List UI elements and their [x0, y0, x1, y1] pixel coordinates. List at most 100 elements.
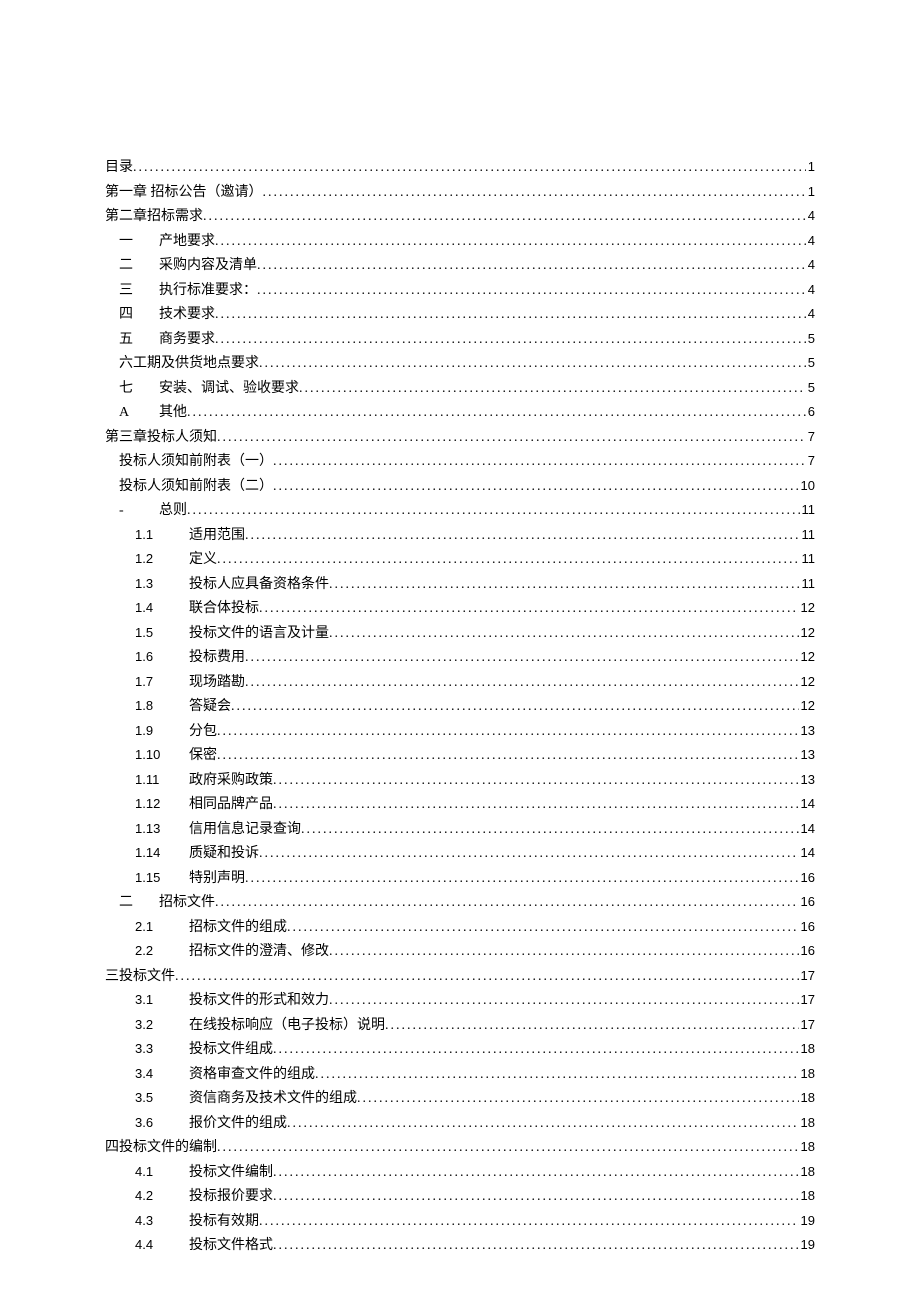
- toc-leader-dots: [259, 352, 806, 376]
- toc-label: 1.1适用范围: [135, 523, 245, 548]
- toc-entry: 六工期及供货地点要求 5: [105, 351, 815, 376]
- toc-text: 投标人须知前附表（一）: [119, 454, 273, 469]
- toc-page-number: 6: [806, 400, 815, 424]
- toc-entry: A其他6: [105, 400, 815, 425]
- toc-text: 投标有效期: [189, 1214, 259, 1229]
- toc-leader-dots: [133, 156, 806, 180]
- toc-entry: 第三章投标人须知7: [105, 425, 815, 450]
- toc-page-number: 11: [800, 523, 816, 547]
- toc-number: 4.3: [135, 1209, 189, 1233]
- toc-leader-dots: [287, 916, 799, 940]
- toc-leader-dots: [287, 1112, 799, 1136]
- toc-text: 执行标准要求：: [159, 283, 257, 298]
- toc-leader-dots: [217, 1136, 799, 1160]
- toc-page-number: 17: [799, 1013, 815, 1037]
- toc-page-number: 4: [806, 204, 815, 228]
- toc-text: 六工期及供货地点要求: [119, 356, 259, 371]
- toc-label: 1.12相同品牌产品: [135, 792, 273, 817]
- toc-text: 投标人应具备资格条件: [189, 577, 329, 592]
- toc-entry: 1.2定义11: [105, 547, 815, 572]
- toc-number: 一: [119, 230, 159, 254]
- toc-leader-dots: [217, 426, 806, 450]
- toc-leader-dots: [203, 205, 806, 229]
- toc-text: 投标文件格式: [189, 1238, 273, 1253]
- toc-text: 三投标文件: [105, 969, 175, 984]
- toc-text: 招标文件的澄清、修改: [189, 944, 329, 959]
- toc-entry: 1.9分包13: [105, 719, 815, 744]
- toc-leader-dots: [245, 867, 799, 891]
- toc-leader-dots: [215, 891, 799, 915]
- toc-page-number: 19: [799, 1233, 815, 1257]
- toc-label: 2.2招标文件的澄清、修改: [135, 939, 329, 964]
- toc-leader-dots: [329, 622, 799, 646]
- toc-text: 报价文件的组成: [189, 1116, 287, 1131]
- toc-leader-dots: [245, 646, 799, 670]
- toc-entry: 2.1招标文件的组成16: [105, 915, 815, 940]
- toc-leader-dots: [175, 965, 799, 989]
- toc-text: 第二章招标需求: [105, 209, 203, 224]
- toc-leader-dots: [329, 989, 799, 1013]
- toc-entry: 1.14质疑和投诉 14: [105, 841, 815, 866]
- toc-text: 采购内容及清单: [159, 258, 257, 273]
- toc-entry: 1.12相同品牌产品14: [105, 792, 815, 817]
- toc-leader-dots: [257, 279, 806, 303]
- toc-page-number: 16: [799, 939, 815, 963]
- toc-text: 在线投标响应（电子投标）说明: [189, 1018, 385, 1033]
- toc-leader-dots: [259, 1210, 799, 1234]
- toc-label: 1.4联合体投标: [135, 596, 259, 621]
- toc-number: 3.4: [135, 1062, 189, 1086]
- toc-text: 联合体投标: [189, 601, 259, 616]
- toc-leader-dots: [273, 1161, 799, 1185]
- toc-number: 3.3: [135, 1037, 189, 1061]
- toc-number: 3.1: [135, 988, 189, 1012]
- toc-number: 1.9: [135, 719, 189, 743]
- toc-leader-dots: [329, 573, 800, 597]
- toc-label: 3.3投标文件组成: [135, 1037, 273, 1062]
- toc-page-number: 5: [806, 351, 815, 375]
- toc-entry: 1.5投标文件的语言及计量12: [105, 621, 815, 646]
- toc-entry: 3.5资信商务及技术文件的组成18: [105, 1086, 815, 1111]
- toc-page-number: 11: [800, 498, 816, 522]
- toc-number: 3.6: [135, 1111, 189, 1135]
- toc-text: 总则: [159, 503, 187, 518]
- toc-leader-dots: [187, 499, 800, 523]
- toc-label: 1.11政府采购政策: [135, 768, 273, 793]
- toc-page-number: 14: [799, 841, 815, 865]
- toc-number: 1.7: [135, 670, 189, 694]
- toc-leader-dots: [217, 548, 800, 572]
- toc-page-number: 18: [799, 1160, 815, 1184]
- toc-page-number: 19: [799, 1209, 815, 1233]
- toc-entry: 四技术要求4: [105, 302, 815, 327]
- toc-text: 资格审查文件的组成: [189, 1067, 315, 1082]
- toc-text: 投标人须知前附表（二）: [119, 479, 273, 494]
- toc-label: 1.14质疑和投诉: [135, 841, 259, 866]
- toc-label: 一产地要求: [119, 230, 215, 254]
- toc-entry: -总则11: [105, 498, 815, 523]
- toc-text: 技术要求: [159, 307, 215, 322]
- toc-page-number: 11: [800, 547, 816, 571]
- toc-number: 1.15: [135, 866, 189, 890]
- toc-page-number: 4: [806, 253, 815, 277]
- toc-leader-dots: [273, 1234, 799, 1258]
- toc-label: 4.2投标报价要求: [135, 1184, 273, 1209]
- toc-text: 定义: [189, 552, 217, 567]
- toc-label: 1.7现场踏勘: [135, 670, 245, 695]
- toc-entry: 1.4联合体投标12: [105, 596, 815, 621]
- toc-leader-dots: [245, 671, 799, 695]
- toc-number: 1.5: [135, 621, 189, 645]
- toc-label: 4.3投标有效期: [135, 1209, 259, 1234]
- toc-page-number: 16: [799, 890, 815, 914]
- toc-page-number: 10: [799, 474, 815, 498]
- toc-number: 二: [119, 254, 159, 278]
- toc-text: 第三章投标人须知: [105, 430, 217, 445]
- toc-number: 1.10: [135, 743, 189, 767]
- toc-text: 投标报价要求: [189, 1189, 273, 1204]
- toc-text: 招标文件: [159, 895, 215, 910]
- toc-label: 投标人须知前附表（一）: [119, 450, 273, 474]
- toc-entry: 4.3投标有效期 19: [105, 1209, 815, 1234]
- toc-label: 3.1投标文件的形式和效力: [135, 988, 329, 1013]
- toc-leader-dots: [385, 1014, 799, 1038]
- toc-label: 二招标文件: [119, 891, 215, 915]
- toc-entry: 3.6报价文件的组成18: [105, 1111, 815, 1136]
- toc-label: 3.6报价文件的组成: [135, 1111, 287, 1136]
